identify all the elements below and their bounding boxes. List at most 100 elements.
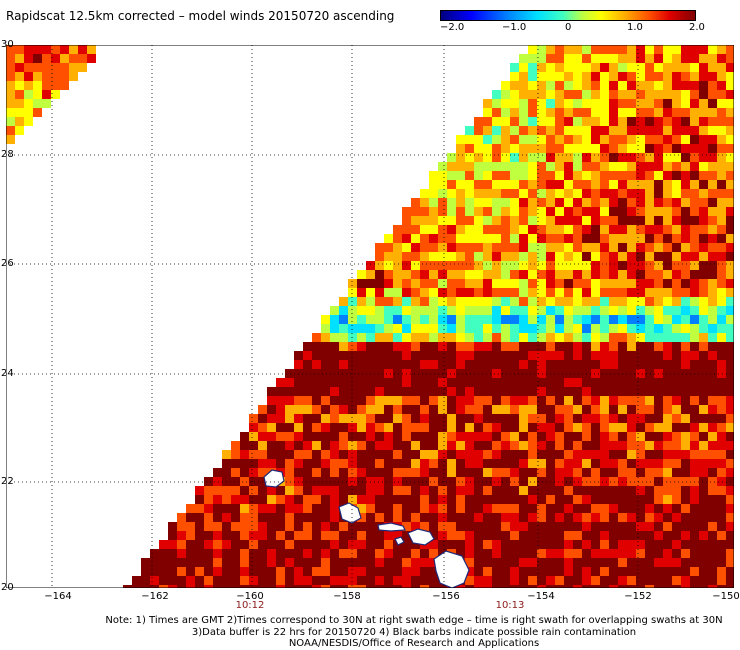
wind-cell xyxy=(564,297,573,306)
wind-cell xyxy=(573,333,582,342)
wind-cell xyxy=(465,126,474,135)
wind-cell xyxy=(150,585,159,588)
wind-cell xyxy=(393,558,402,567)
wind-cell xyxy=(672,315,681,324)
wind-cell xyxy=(519,108,528,117)
wind-cell xyxy=(708,396,717,405)
wind-cell xyxy=(402,378,411,387)
wind-cell xyxy=(717,135,726,144)
wind-cell xyxy=(591,117,600,126)
wind-cell xyxy=(717,297,726,306)
wind-cell xyxy=(528,288,537,297)
wind-cell xyxy=(672,207,681,216)
wind-cell xyxy=(699,351,708,360)
wind-cell xyxy=(420,216,429,225)
wind-cell xyxy=(510,585,519,588)
wind-cell xyxy=(654,189,663,198)
wind-cell xyxy=(618,495,627,504)
wind-cell xyxy=(609,117,618,126)
wind-cell xyxy=(726,531,734,540)
wind-cell xyxy=(573,342,582,351)
wind-cell xyxy=(483,207,492,216)
wind-cell xyxy=(699,432,708,441)
wind-cell xyxy=(357,486,366,495)
wind-cell xyxy=(312,369,321,378)
wind-cell xyxy=(636,558,645,567)
wind-cell xyxy=(537,351,546,360)
wind-cell xyxy=(627,189,636,198)
wind-cell xyxy=(555,99,564,108)
wind-cell xyxy=(609,495,618,504)
wind-cell xyxy=(447,504,456,513)
wind-cell xyxy=(510,504,519,513)
wind-cell xyxy=(582,126,591,135)
wind-cell xyxy=(384,297,393,306)
wind-cell xyxy=(321,342,330,351)
wind-cell xyxy=(294,450,303,459)
wind-cell xyxy=(294,378,303,387)
wind-cell xyxy=(276,576,285,585)
wind-cell xyxy=(384,270,393,279)
wind-cell xyxy=(402,360,411,369)
wind-cell xyxy=(438,207,447,216)
wind-cell xyxy=(510,234,519,243)
wind-cell xyxy=(294,486,303,495)
wind-cell xyxy=(609,432,618,441)
wind-cell xyxy=(78,63,87,72)
wind-cell xyxy=(501,486,510,495)
wind-cell xyxy=(654,378,663,387)
lat-label: 28 xyxy=(1,149,14,160)
wind-cell xyxy=(663,306,672,315)
wind-cell xyxy=(663,288,672,297)
wind-cell xyxy=(366,396,375,405)
wind-cell xyxy=(411,378,420,387)
wind-cell xyxy=(546,63,555,72)
wind-cell xyxy=(429,270,438,279)
wind-cell xyxy=(645,441,654,450)
wind-cell xyxy=(177,540,186,549)
wind-cell xyxy=(429,504,438,513)
wind-cell xyxy=(717,171,726,180)
wind-cell xyxy=(276,423,285,432)
wind-cell xyxy=(429,189,438,198)
wind-cell xyxy=(555,531,564,540)
wind-cell xyxy=(510,342,519,351)
wind-cell xyxy=(555,135,564,144)
wind-cell xyxy=(474,495,483,504)
wind-cell xyxy=(177,531,186,540)
wind-cell xyxy=(276,432,285,441)
wind-cell xyxy=(213,486,222,495)
wind-cell xyxy=(582,54,591,63)
wind-cell xyxy=(528,90,537,99)
wind-cell xyxy=(348,486,357,495)
wind-cell xyxy=(411,477,420,486)
wind-cell xyxy=(213,531,222,540)
wind-cell xyxy=(591,288,600,297)
wind-cell xyxy=(573,396,582,405)
wind-cell xyxy=(348,576,357,585)
wind-cell xyxy=(438,423,447,432)
wind-cell xyxy=(312,396,321,405)
wind-cell xyxy=(609,387,618,396)
wind-cell xyxy=(510,531,519,540)
wind-cell xyxy=(537,441,546,450)
wind-cell xyxy=(456,234,465,243)
wind-cell xyxy=(240,558,249,567)
wind-cell xyxy=(690,477,699,486)
wind-cell xyxy=(285,576,294,585)
wind-cell xyxy=(537,531,546,540)
wind-cell xyxy=(672,450,681,459)
wind-cell xyxy=(384,288,393,297)
wind-cell xyxy=(483,216,492,225)
wind-cell xyxy=(258,423,267,432)
wind-cell xyxy=(492,342,501,351)
wind-cell xyxy=(663,405,672,414)
wind-cell xyxy=(681,351,690,360)
wind-cell xyxy=(600,180,609,189)
wind-cell xyxy=(645,72,654,81)
wind-cell xyxy=(465,162,474,171)
wind-cell xyxy=(564,225,573,234)
wind-cell xyxy=(717,414,726,423)
wind-cell xyxy=(429,477,438,486)
wind-cell xyxy=(555,144,564,153)
